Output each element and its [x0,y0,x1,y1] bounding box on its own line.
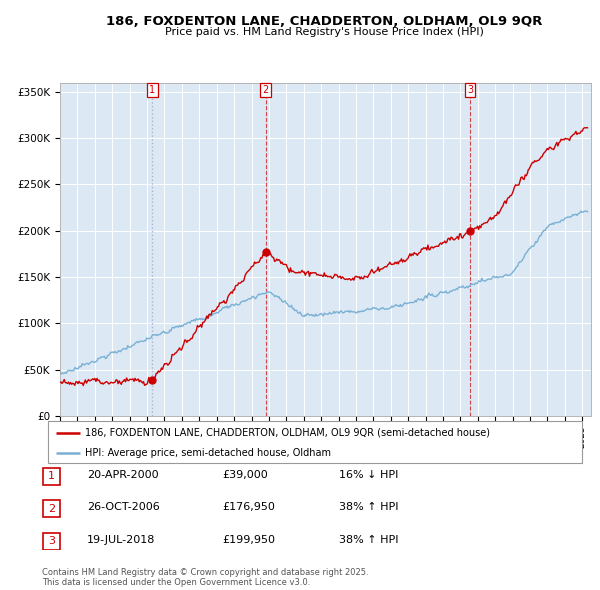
FancyBboxPatch shape [43,533,60,549]
Text: 2: 2 [263,85,269,95]
Text: Price paid vs. HM Land Registry's House Price Index (HPI): Price paid vs. HM Land Registry's House … [164,27,484,37]
Text: 38% ↑ HPI: 38% ↑ HPI [339,503,398,512]
Text: Contains HM Land Registry data © Crown copyright and database right 2025.
This d: Contains HM Land Registry data © Crown c… [42,568,368,587]
Text: £199,950: £199,950 [222,535,275,545]
Text: £39,000: £39,000 [222,470,268,480]
Text: 26-OCT-2006: 26-OCT-2006 [87,503,160,512]
Text: 38% ↑ HPI: 38% ↑ HPI [339,535,398,545]
Text: 16% ↓ HPI: 16% ↓ HPI [339,470,398,480]
FancyBboxPatch shape [43,468,60,484]
Text: 1: 1 [48,471,55,481]
Text: 19-JUL-2018: 19-JUL-2018 [87,535,155,545]
Text: 20-APR-2000: 20-APR-2000 [87,470,158,480]
Text: 1: 1 [149,85,155,95]
Text: £176,950: £176,950 [222,503,275,512]
Text: 186, FOXDENTON LANE, CHADDERTON, OLDHAM, OL9 9QR: 186, FOXDENTON LANE, CHADDERTON, OLDHAM,… [106,15,542,28]
Text: 3: 3 [467,85,473,95]
Text: 186, FOXDENTON LANE, CHADDERTON, OLDHAM, OL9 9QR (semi-detached house): 186, FOXDENTON LANE, CHADDERTON, OLDHAM,… [85,428,490,438]
Text: 2: 2 [48,504,55,513]
Text: 3: 3 [48,536,55,546]
FancyBboxPatch shape [48,421,582,463]
Text: HPI: Average price, semi-detached house, Oldham: HPI: Average price, semi-detached house,… [85,448,331,457]
FancyBboxPatch shape [43,500,60,517]
